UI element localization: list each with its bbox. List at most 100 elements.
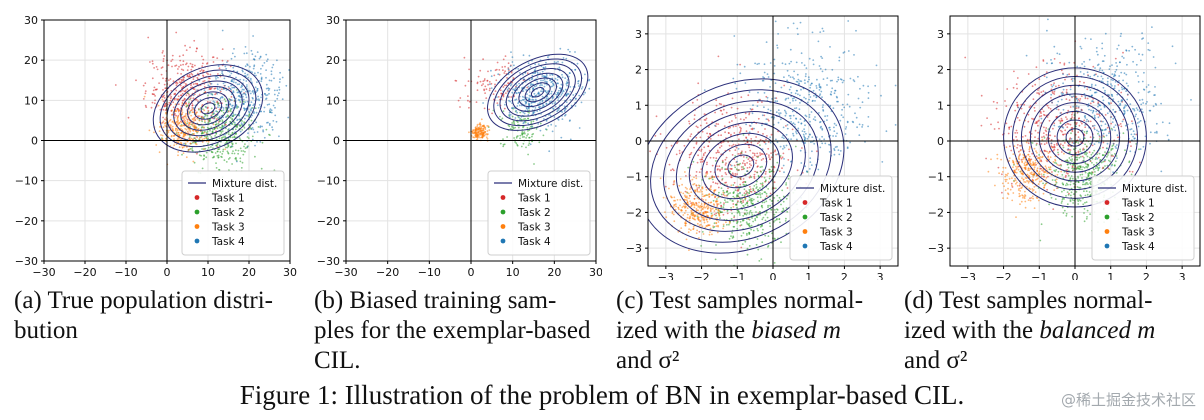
- point: [192, 120, 195, 123]
- point: [246, 73, 249, 76]
- point: [248, 111, 251, 114]
- point: [724, 199, 726, 202]
- point: [811, 82, 813, 85]
- point: [1117, 136, 1119, 139]
- point: [746, 204, 749, 207]
- point: [992, 100, 995, 103]
- point: [692, 214, 694, 217]
- point: [162, 89, 164, 91]
- point: [744, 112, 747, 115]
- point: [175, 31, 178, 34]
- point: [672, 206, 675, 208]
- point: [1081, 155, 1084, 158]
- point: [752, 187, 755, 190]
- point: [255, 74, 257, 77]
- point: [190, 84, 192, 87]
- point: [773, 65, 776, 67]
- point: [770, 166, 773, 168]
- point: [723, 125, 726, 127]
- point: [801, 147, 803, 149]
- point: [172, 101, 175, 104]
- point: [737, 193, 740, 195]
- point: [995, 107, 998, 110]
- point: [260, 76, 263, 79]
- point: [705, 205, 708, 208]
- point: [778, 112, 780, 114]
- point: [177, 151, 180, 153]
- point: [836, 145, 838, 148]
- point: [763, 106, 765, 109]
- point: [216, 87, 219, 89]
- point: [210, 136, 213, 138]
- point: [766, 73, 769, 75]
- point: [785, 183, 787, 186]
- point: [217, 117, 219, 119]
- point: [765, 170, 767, 173]
- point: [1083, 183, 1086, 186]
- point: [493, 74, 496, 77]
- point: [234, 123, 236, 126]
- point: [496, 61, 499, 64]
- point: [490, 69, 492, 72]
- point: [195, 98, 198, 101]
- point: [881, 161, 884, 163]
- point: [1037, 89, 1039, 91]
- point: [771, 232, 773, 235]
- point: [779, 198, 782, 201]
- point: [230, 57, 233, 60]
- point: [702, 154, 705, 157]
- point: [210, 107, 213, 110]
- point: [252, 89, 254, 92]
- point: [532, 120, 535, 123]
- point: [747, 158, 750, 161]
- point: [181, 124, 184, 127]
- point: [682, 192, 685, 195]
- point: [186, 122, 189, 125]
- point: [580, 87, 583, 90]
- point: [703, 89, 706, 91]
- point: [689, 217, 691, 220]
- point: [781, 136, 784, 139]
- point: [748, 160, 751, 163]
- point: [695, 208, 698, 210]
- point: [240, 167, 243, 169]
- point: [1035, 120, 1038, 123]
- point: [261, 125, 263, 128]
- point: [1029, 197, 1031, 200]
- point: [764, 173, 767, 175]
- point: [545, 80, 548, 83]
- point: [151, 77, 154, 80]
- point: [710, 194, 713, 196]
- point: [682, 214, 685, 216]
- point: [252, 104, 255, 107]
- point: [707, 145, 710, 148]
- point: [265, 69, 267, 71]
- point: [703, 175, 706, 178]
- point: [1016, 139, 1018, 141]
- point: [557, 82, 559, 85]
- point: [528, 91, 531, 93]
- point: [722, 193, 725, 196]
- mixture-contour: [499, 63, 576, 122]
- point: [809, 120, 811, 123]
- point: [704, 151, 707, 154]
- point: [795, 131, 797, 133]
- point: [1075, 107, 1078, 109]
- point: [736, 206, 738, 209]
- point: [768, 156, 770, 158]
- point: [164, 121, 167, 124]
- point: [762, 216, 765, 219]
- point: [207, 84, 210, 87]
- point: [539, 129, 542, 132]
- point: [822, 109, 824, 111]
- point: [1081, 122, 1083, 125]
- point: [502, 143, 505, 146]
- point: [171, 65, 173, 68]
- point: [506, 88, 509, 91]
- point: [158, 82, 161, 84]
- point: [757, 131, 760, 133]
- point: [703, 146, 706, 149]
- point: [237, 106, 240, 108]
- point: [1103, 160, 1106, 163]
- point: [162, 77, 164, 80]
